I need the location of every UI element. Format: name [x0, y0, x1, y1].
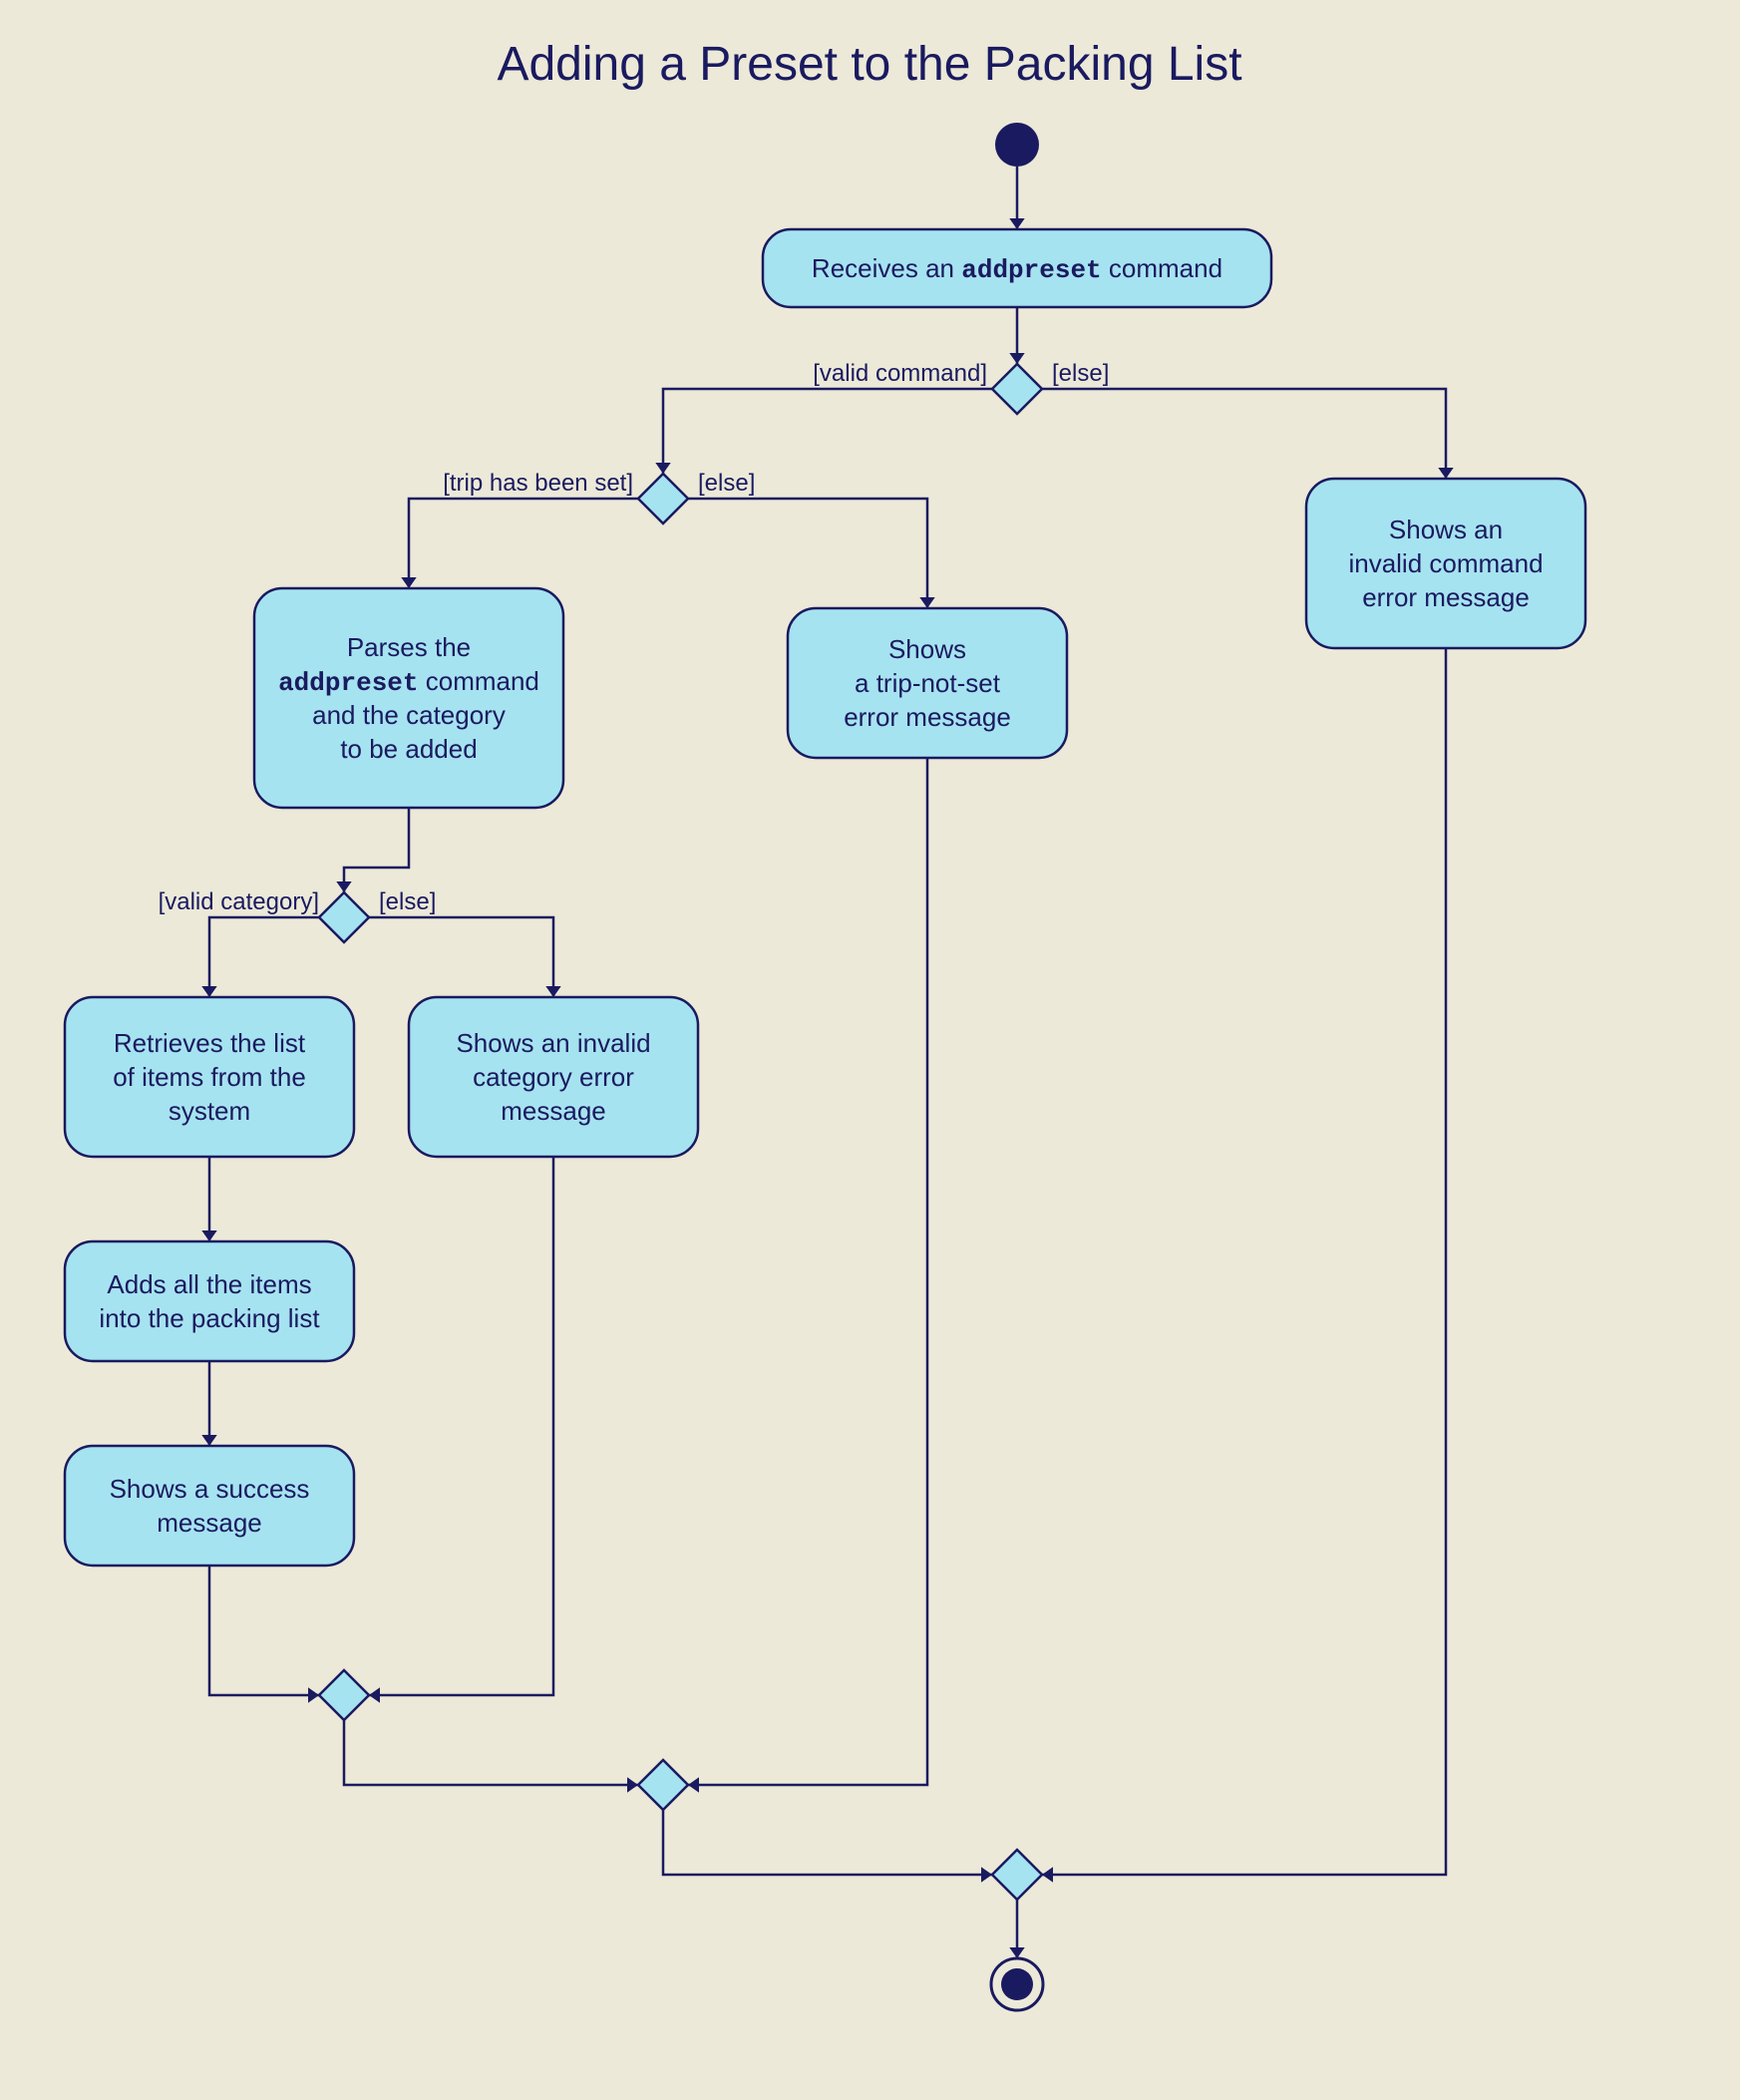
activity-receives-line: Receives an addpreset command — [812, 253, 1222, 285]
activity-retrieves-line: of items from the — [113, 1062, 306, 1092]
decision-m_cat — [319, 1670, 369, 1720]
guard-else_cat: [else] — [379, 888, 436, 915]
activity-trip_not_set-line: error message — [844, 702, 1011, 732]
activity-adds_items-line: into the packing list — [99, 1303, 320, 1333]
activity-parses-line: Parses the — [347, 632, 471, 662]
activity-parses-line: and the category — [312, 700, 506, 730]
activity-diagram: Adding a Preset to the Packing List [val… — [0, 0, 1740, 2100]
activity-invalid_cmd-line: invalid command — [1348, 548, 1543, 578]
activity-trip_not_set-line: a trip-not-set — [855, 668, 1001, 698]
decision-d_valid_cat — [319, 892, 369, 942]
activity-success — [65, 1446, 354, 1566]
guard-else_cmd: [else] — [1052, 360, 1109, 387]
decision-m_trip — [638, 1760, 688, 1810]
activity-adds_items-line: Adds all the items — [107, 1269, 311, 1299]
activity-success-line: message — [157, 1508, 262, 1538]
activity-parses-line: addpreset command — [278, 666, 539, 698]
guard-valid_command: [valid command] — [813, 360, 987, 387]
activity-retrieves-line: system — [169, 1096, 250, 1126]
guard-trip_set: [trip has been set] — [443, 470, 633, 497]
activity-invalid_cmd-line: Shows an — [1389, 515, 1503, 544]
decision-d_valid_cmd — [992, 364, 1042, 414]
activity-parses-line: to be added — [340, 734, 477, 764]
decision-d_trip_set — [638, 474, 688, 524]
activity-invalid_cmd-line: error message — [1362, 582, 1530, 612]
activity-trip_not_set-line: Shows — [888, 634, 966, 664]
diagram-title: Adding a Preset to the Packing List — [497, 38, 1241, 91]
activity-parses — [254, 588, 563, 808]
activity-invalid_cat-line: category error — [473, 1062, 634, 1092]
guard-valid_category: [valid category] — [159, 888, 319, 915]
activity-invalid_cat-line: Shows an invalid — [456, 1028, 650, 1058]
decision-m_cmd — [992, 1850, 1042, 1900]
activity-adds_items — [65, 1241, 354, 1361]
activity-invalid_cat-line: message — [501, 1096, 606, 1126]
guard-else_trip: [else] — [698, 470, 755, 497]
activity-retrieves-line: Retrieves the list — [114, 1028, 306, 1058]
activity-success-line: Shows a success — [110, 1474, 310, 1504]
initial-node — [995, 123, 1039, 167]
